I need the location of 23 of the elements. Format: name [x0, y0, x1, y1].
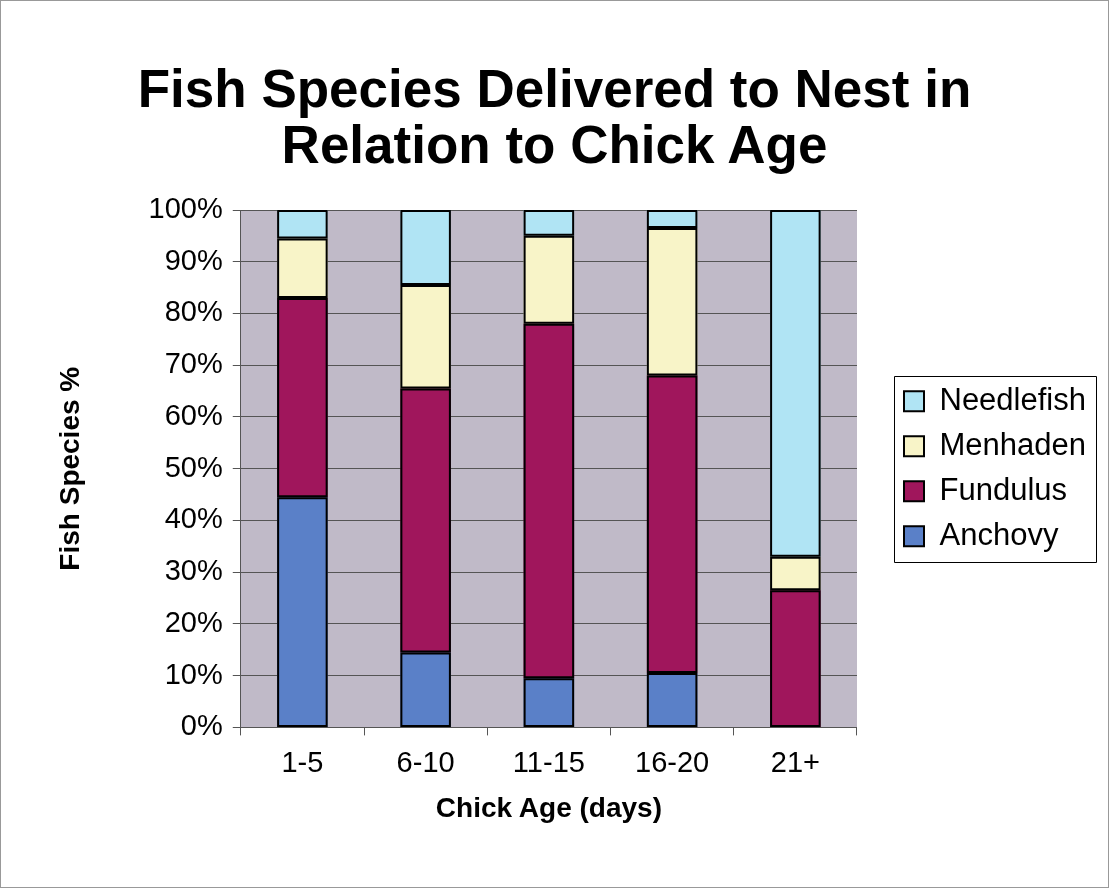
x-tick-label: 6-10 [396, 745, 455, 778]
y-tick-label: 40% [164, 502, 223, 535]
y-tick-label: 80% [164, 295, 223, 328]
x-tick-label: 16-20 [635, 745, 710, 778]
y-tick-label: 10% [164, 657, 223, 690]
y-tick-label: 30% [164, 554, 223, 587]
legend-label: Needlefish [939, 381, 1086, 417]
x-tick-label: 1-5 [281, 745, 324, 778]
y-tick-label: 60% [164, 398, 223, 431]
x-tick-label: 11-15 [512, 745, 585, 778]
y-tick-label: 100% [148, 192, 223, 224]
x-axis-title: Chick Age (days) [435, 791, 662, 823]
y-axis-title: Fish Species % [53, 366, 85, 571]
y-tick-label: 0% [180, 709, 223, 742]
y-tick-label: 20% [164, 605, 223, 638]
legend-label: Menhaden [939, 426, 1087, 462]
legend-label: Fundulus [939, 471, 1068, 507]
chart-title: Fish Species Delivered to Nest in Relation to Chick Age [136, 59, 973, 174]
y-tick-label: 70% [164, 347, 223, 380]
x-tick-label: 21+ [770, 745, 820, 778]
y-tick-label: 90% [164, 243, 223, 276]
y-tick-label: 50% [164, 450, 223, 483]
legend-label: Anchovy [939, 516, 1059, 552]
